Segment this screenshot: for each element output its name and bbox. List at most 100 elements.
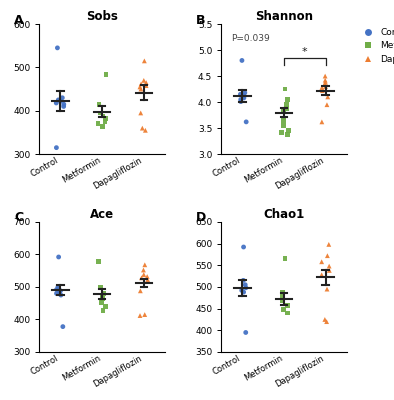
- Point: [144, 273, 151, 280]
- Point: [323, 318, 330, 325]
- Text: C: C: [14, 212, 23, 224]
- Text: A: A: [14, 14, 24, 26]
- Point: [285, 302, 291, 308]
- Point: [100, 113, 106, 119]
- Point: [282, 256, 288, 262]
- Point: [324, 286, 330, 292]
- Point: [283, 102, 289, 108]
- Point: [284, 96, 291, 103]
- Point: [243, 284, 249, 291]
- Point: [100, 290, 106, 297]
- Point: [143, 79, 149, 86]
- Point: [138, 86, 144, 92]
- Point: [53, 100, 59, 106]
- Point: [61, 103, 67, 110]
- Point: [325, 94, 331, 100]
- Text: P=0.039: P=0.039: [231, 34, 270, 44]
- Point: [279, 294, 286, 301]
- Point: [239, 287, 245, 294]
- Point: [278, 129, 284, 136]
- Point: [238, 96, 244, 103]
- Point: [324, 252, 331, 259]
- Point: [240, 244, 247, 250]
- Point: [326, 263, 332, 269]
- Point: [322, 316, 328, 323]
- Point: [102, 118, 108, 125]
- Point: [99, 295, 105, 302]
- Point: [241, 95, 247, 101]
- Legend: Control, Metformin, Dapagliflozin: Control, Metformin, Dapagliflozin: [357, 26, 394, 66]
- Point: [318, 258, 325, 265]
- Point: [238, 98, 244, 105]
- Point: [240, 277, 247, 284]
- Point: [54, 286, 60, 293]
- Point: [279, 298, 285, 304]
- Point: [61, 101, 67, 108]
- Point: [319, 84, 325, 91]
- Point: [99, 124, 106, 130]
- Point: [59, 94, 65, 101]
- Point: [280, 306, 286, 313]
- Text: B: B: [196, 14, 206, 26]
- Point: [99, 293, 105, 299]
- Point: [243, 119, 249, 125]
- Point: [241, 93, 247, 99]
- Point: [280, 108, 286, 115]
- Point: [96, 101, 102, 108]
- Point: [53, 290, 59, 297]
- Point: [140, 267, 147, 273]
- Point: [141, 311, 148, 318]
- Point: [242, 90, 248, 96]
- Point: [318, 272, 325, 278]
- Point: [137, 312, 143, 319]
- Point: [239, 57, 245, 64]
- Point: [322, 77, 328, 84]
- Title: Sobs: Sobs: [86, 10, 118, 23]
- Point: [141, 262, 148, 268]
- Point: [58, 98, 64, 104]
- Text: *: *: [302, 47, 308, 57]
- Point: [103, 115, 109, 121]
- Text: D: D: [196, 212, 206, 224]
- Point: [56, 254, 62, 260]
- Point: [322, 73, 328, 79]
- Point: [97, 284, 103, 291]
- Point: [326, 241, 332, 248]
- Point: [282, 86, 288, 92]
- Point: [284, 105, 290, 112]
- Point: [55, 284, 61, 290]
- Point: [142, 127, 149, 134]
- Point: [143, 82, 149, 89]
- Point: [326, 267, 333, 274]
- Title: Shannon: Shannon: [255, 10, 313, 23]
- Title: Ace: Ace: [90, 208, 114, 221]
- Point: [138, 110, 144, 116]
- Point: [139, 125, 145, 131]
- Point: [54, 45, 61, 51]
- Title: Chao1: Chao1: [263, 208, 305, 221]
- Point: [322, 81, 328, 87]
- Point: [58, 288, 64, 294]
- Point: [141, 58, 147, 64]
- Point: [138, 81, 144, 87]
- Point: [243, 329, 249, 336]
- Point: [281, 117, 287, 124]
- Point: [285, 131, 291, 138]
- Point: [285, 128, 291, 134]
- Point: [141, 77, 147, 84]
- Point: [95, 120, 101, 127]
- Point: [53, 144, 59, 151]
- Point: [102, 303, 109, 310]
- Point: [237, 91, 243, 98]
- Point: [319, 88, 325, 94]
- Point: [97, 110, 104, 116]
- Point: [279, 289, 286, 295]
- Point: [284, 310, 291, 316]
- Point: [319, 119, 325, 125]
- Point: [145, 276, 151, 283]
- Point: [96, 258, 102, 265]
- Point: [242, 282, 248, 288]
- Point: [60, 324, 66, 330]
- Point: [138, 275, 145, 281]
- Point: [137, 84, 143, 90]
